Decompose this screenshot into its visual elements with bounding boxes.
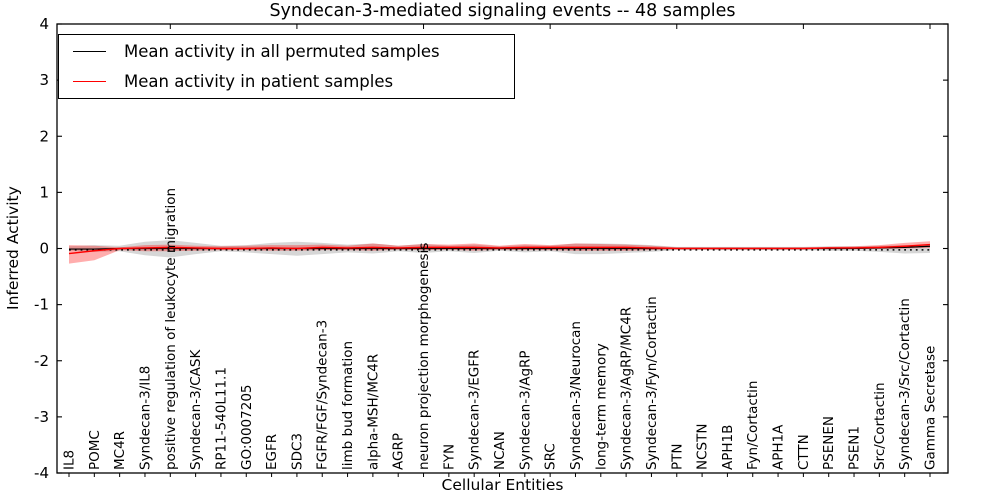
x-tick-label: neuron projection morphogenesis bbox=[416, 243, 432, 470]
x-tick-label: IL8 bbox=[62, 450, 78, 470]
x-axis-label: Cellular Entities bbox=[441, 476, 564, 494]
x-tick-label: RP11-540L11.1 bbox=[213, 367, 229, 470]
y-tick-label: 2 bbox=[39, 127, 49, 145]
x-tick-label: Syndecan-3/IL8 bbox=[137, 366, 153, 470]
y-tick-label: -2 bbox=[34, 352, 49, 370]
x-tick-label: SRC bbox=[543, 443, 559, 470]
x-tick-label: PTN bbox=[669, 444, 685, 471]
y-tick-label: -3 bbox=[34, 408, 49, 426]
legend-line-swatch-patient bbox=[73, 81, 106, 82]
x-tick-label: Syndecan-3/EGFR bbox=[467, 350, 483, 470]
x-tick-label: AGRP bbox=[391, 433, 407, 470]
x-tick-label: limb bud formation bbox=[340, 341, 356, 470]
x-tick-label: Syndecan-3/AgRP bbox=[517, 350, 533, 470]
x-tick-label: PSEN1 bbox=[847, 426, 863, 470]
y-tick-label: 1 bbox=[39, 183, 49, 201]
x-tick-label: Gamma Secretase bbox=[923, 346, 939, 470]
x-tick-label: SDC3 bbox=[289, 433, 305, 470]
x-tick-label: Src/Cortactin bbox=[872, 382, 888, 470]
x-tick-label: MC4R bbox=[112, 431, 128, 470]
x-tick-label: EGFR bbox=[264, 434, 280, 470]
x-tick-label: GO:0007205 bbox=[239, 384, 255, 470]
x-tick-label: APH1B bbox=[720, 425, 736, 470]
x-tick-label: Fyn/Cortactin bbox=[745, 381, 761, 470]
x-tick-label: positive regulation of leukocyte migrati… bbox=[163, 188, 179, 470]
y-tick-label: -1 bbox=[34, 296, 49, 314]
y-tick-label: 4 bbox=[39, 15, 49, 33]
x-tick-label: NCAN bbox=[492, 431, 508, 470]
x-tick-label: APH1A bbox=[771, 424, 787, 470]
x-tick-label: Syndecan-3/Fyn/Cortactin bbox=[644, 296, 660, 470]
x-tick-label: Syndecan-3/AgRP/MC4R bbox=[619, 307, 635, 470]
x-tick-label: FYN bbox=[441, 444, 457, 470]
x-tick-label: CTTN bbox=[796, 434, 812, 470]
legend-item-label: Mean activity in all permuted samples bbox=[124, 42, 440, 61]
x-tick-label: Syndecan-3/Neurocan bbox=[568, 321, 584, 470]
legend-item-permuted: Mean activity in all permuted samples bbox=[59, 40, 514, 64]
x-tick-label: NCSTN bbox=[695, 424, 711, 470]
y-axis-label: Inferred Activity bbox=[4, 186, 22, 310]
patient-samples-range-band bbox=[69, 241, 930, 264]
chart-title: Syndecan-3-mediated signaling events -- … bbox=[269, 1, 736, 21]
x-tick-label: FGFR/FGF/Syndecan-3 bbox=[315, 320, 331, 470]
legend: Mean activity in all permuted samples Me… bbox=[58, 34, 515, 99]
y-tick-label: -4 bbox=[34, 464, 49, 482]
x-tick-label: Syndecan-3/CASK bbox=[188, 349, 204, 470]
legend-item-label: Mean activity in patient samples bbox=[124, 72, 394, 91]
x-tick-label: PSENEN bbox=[821, 416, 837, 470]
x-tick-label: POMC bbox=[87, 430, 103, 470]
x-tick-label: long-term memory bbox=[593, 343, 609, 470]
patient-mean-line bbox=[68, 243, 931, 255]
legend-item-patient: Mean activity in patient samples bbox=[59, 70, 514, 94]
y-tick-label: 0 bbox=[39, 240, 49, 258]
x-tick-label: alpha-MSH/MC4R bbox=[365, 354, 381, 470]
x-tick-label: Syndecan-3/Src/Cortactin bbox=[897, 298, 913, 470]
y-tick-label: 3 bbox=[39, 71, 49, 89]
legend-line-swatch-permuted bbox=[73, 51, 106, 52]
